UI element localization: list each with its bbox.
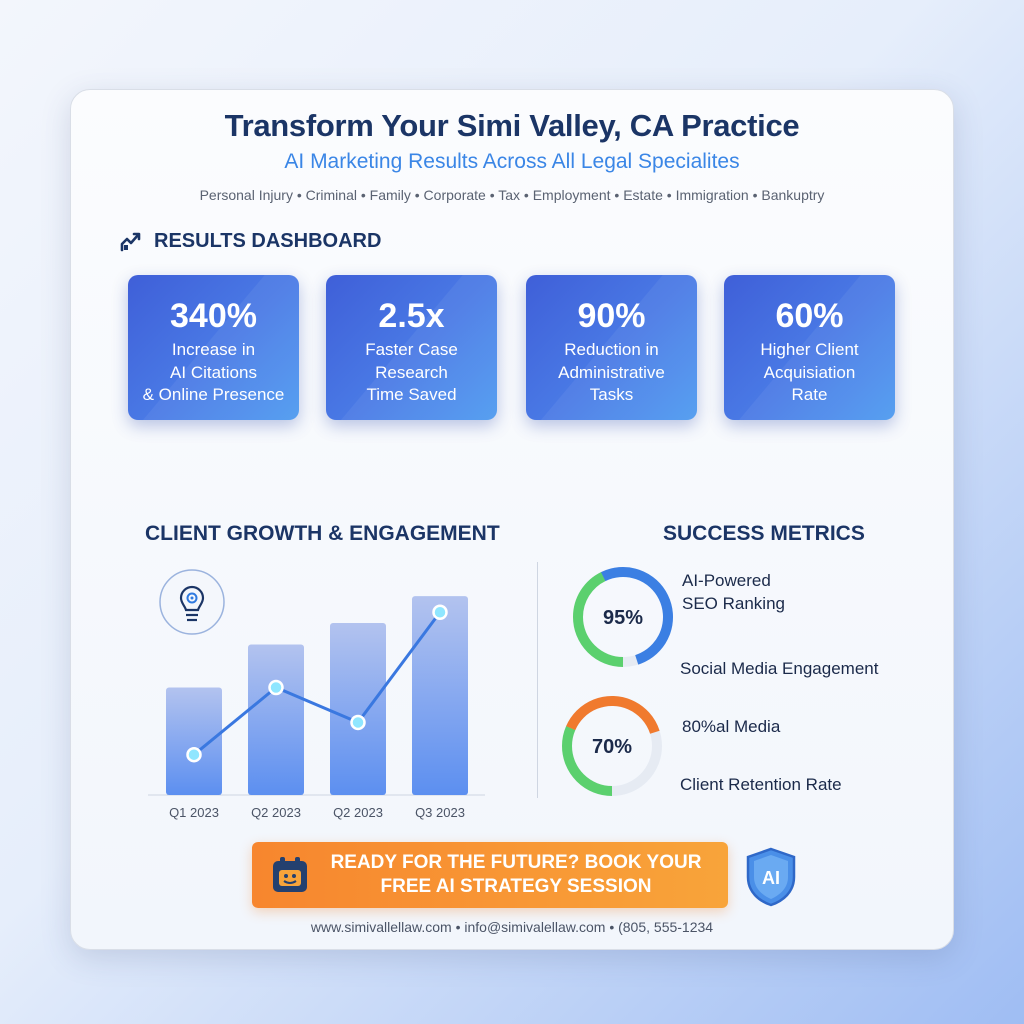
stat-card-ai-citations: 340% Increase in AI Citations & Online P… [128, 275, 299, 420]
trend-point-1 [186, 746, 202, 763]
x-tick-label: Q2 2023 [333, 805, 383, 820]
donut-arc-green [573, 567, 673, 667]
stat-value: 2.5x [378, 297, 445, 335]
donut-arc-blue [573, 567, 673, 667]
results-dashboard-heading: RESULTS DASHBOARD [120, 228, 381, 254]
seo-ranking-donut: 95% [573, 567, 673, 667]
x-tick-label: Q1 2023 [169, 805, 219, 820]
stat-description: Increase in AI Citations & Online Presen… [142, 340, 285, 404]
stat-description: Reduction in Administrative Tasks [558, 340, 665, 404]
shield-icon: AI [746, 847, 796, 907]
x-tick-label: Q3 2023 [415, 805, 465, 820]
trend-point-3 [350, 714, 366, 731]
stat-description: Faster Case Research Time Saved [365, 340, 458, 404]
main-card [70, 89, 954, 950]
client-growth-chart: Q1 2023 Q2 2023 Q2 2023 Q3 2023 [148, 569, 485, 820]
donut-arc-green [562, 696, 662, 796]
donut-percent: 70% [592, 736, 632, 758]
stat-value: 340% [170, 297, 257, 335]
page-subtitle: AI Marketing Results Across All Legal Sp… [284, 150, 740, 173]
trend-point-4 [432, 604, 448, 620]
section-divider [537, 562, 538, 798]
lightbulb-gear-icon [159, 569, 225, 635]
bar-4 [412, 596, 468, 795]
results-dashboard-title: RESULTS DASHBOARD [154, 229, 382, 252]
trend-line [193, 611, 442, 756]
stat-card-case-research: 2.5x Faster Case Research Time Saved [326, 275, 497, 420]
chart-icon [120, 232, 141, 252]
book-strategy-session-button[interactable]: READY FOR THE FUTURE? BOOK YOUR FREE AI … [252, 842, 728, 908]
calendar-icon [273, 857, 307, 892]
client-growth-heading: CLIENT GROWTH & ENGAGEMENT [145, 522, 500, 545]
client-retention-donut: 70% [562, 696, 662, 796]
bar-2 [248, 644, 304, 795]
cta-label: READY FOR THE FUTURE? BOOK YOUR FREE AI … [330, 852, 702, 897]
stat-description: Higher Client Acquisiation Rate [760, 340, 859, 404]
metric-sublabel-social: Social Media Engagement [680, 659, 879, 678]
stat-card-client-acquisition: 60% Higher Client Acquisiation Rate [724, 275, 895, 420]
footer-contact: www.simivallellaw.com • info@simivalella… [310, 919, 714, 935]
x-tick-label: Q2 2023 [251, 805, 301, 820]
stat-value: 90% [577, 297, 646, 335]
bar-3 [330, 623, 386, 795]
metric-label-social-media: 80%al Media [682, 717, 781, 736]
success-metrics-heading: SUCCESS METRICS [663, 522, 865, 545]
bar-1 [166, 687, 222, 795]
page-title: Transform Your Simi Valley, CA Practice [224, 108, 800, 143]
specialties-list: Personal Injury • Criminal • Family • Co… [199, 187, 825, 203]
donut-percent: 95% [603, 607, 643, 629]
metric-label-seo: AI-Powered SEO Ranking [682, 571, 785, 613]
trend-point-2 [268, 679, 284, 696]
ai-badge-text: AI [762, 868, 780, 888]
stat-value: 60% [775, 297, 844, 335]
metric-sublabel-retention: Client Retention Rate [680, 775, 842, 794]
stat-card-admin-tasks: 90% Reduction in Administrative Tasks [526, 275, 697, 420]
